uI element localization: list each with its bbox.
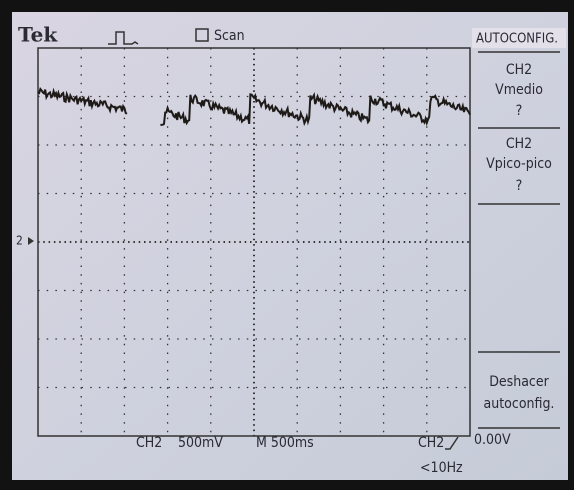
menu-line[interactable]: autoconfig. [484, 396, 555, 412]
footer-timebase: M 500ms [256, 435, 314, 451]
channel-marker: 2 [16, 234, 23, 248]
mode: Scan [214, 28, 245, 44]
footer-scale: 500mV [178, 435, 223, 451]
menu-line[interactable]: Vmedio [495, 82, 543, 98]
menu-line[interactable]: ? [516, 178, 523, 194]
menu-line[interactable]: Deshacer [489, 374, 549, 390]
footer-trigger-level: 0.00V [474, 432, 511, 448]
oscilloscope-screen: Tek Scan AUTOCONFIG. CH2 Vmedio ? CH2 Vp… [0, 0, 574, 490]
menu-line[interactable]: CH2 [506, 136, 532, 152]
menu-line[interactable]: ? [516, 103, 523, 119]
menu-line[interactable]: CH2 [506, 62, 532, 78]
footer-trigger-source: CH2 [418, 435, 444, 451]
menu-title: AUTOCONFIG. [476, 32, 558, 47]
menu-line[interactable]: Vpico-pico [486, 156, 552, 172]
brand: Tek [18, 23, 58, 47]
footer-frequency: <10Hz [420, 460, 463, 476]
footer-channel: CH2 [136, 435, 162, 451]
